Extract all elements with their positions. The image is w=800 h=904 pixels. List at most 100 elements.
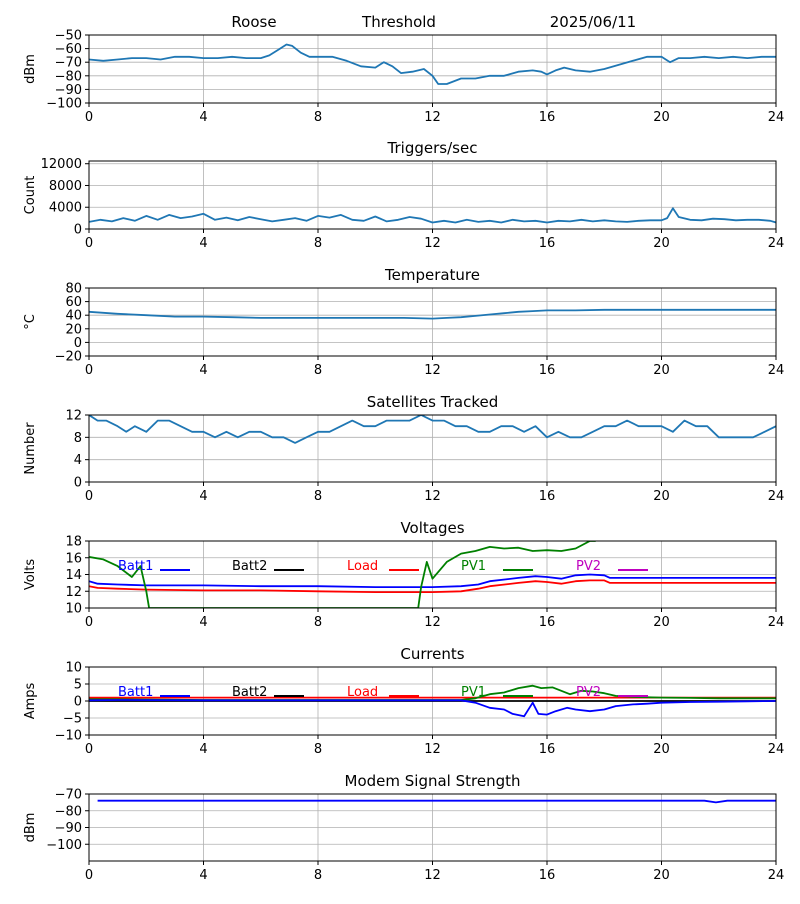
legend-label-batt2: Batt2: [232, 685, 267, 700]
x-tick-label: 4: [199, 742, 207, 757]
header-mode: Threshold: [361, 13, 436, 31]
x-tick-label: 20: [653, 615, 670, 630]
y-tick-label: 5: [74, 678, 82, 693]
x-tick-label: 20: [653, 110, 670, 125]
y-tick-label: −100: [46, 97, 82, 112]
legend-label-load: Load: [347, 559, 378, 574]
x-tick-label: 12: [424, 489, 441, 504]
x-tick-label: 12: [424, 615, 441, 630]
x-tick-label: 12: [424, 868, 441, 883]
x-tick-label: 8: [314, 615, 322, 630]
x-tick-label: 24: [768, 868, 785, 883]
header-date: 2025/06/11: [550, 13, 636, 31]
y-tick-label: 16: [65, 551, 82, 566]
series-line-pv1: [89, 541, 596, 608]
y-tick-label: 8: [74, 431, 82, 446]
y-tick-label: 0: [74, 336, 82, 351]
y-axis-label: °C: [23, 314, 38, 330]
y-axis-label: Number: [23, 422, 38, 475]
y-axis-label: Amps: [23, 682, 38, 719]
x-tick-label: 24: [768, 489, 785, 504]
legend-label-pv2: PV2: [576, 559, 601, 574]
x-tick-label: 20: [653, 489, 670, 504]
x-tick-label: 24: [768, 110, 785, 125]
y-tick-label: 10: [65, 602, 82, 617]
panel-triggers: 0 4 8 12 16 20 24 0 4000 8000 12000 Triggers/sec Cou…: [23, 139, 784, 251]
panel-title: Satellites Tracked: [367, 393, 498, 411]
header-station: Roose: [231, 13, 276, 31]
y-tick-label: −80: [55, 804, 82, 819]
x-tick-label: 24: [768, 363, 785, 378]
series-line-load: [89, 579, 776, 593]
y-tick-label: −80: [55, 69, 82, 84]
x-tick-label: 16: [539, 489, 556, 504]
y-axis-label: dBm: [23, 813, 38, 843]
y-tick-label: −70: [55, 56, 82, 71]
legend-label-pv2: PV2: [576, 685, 601, 700]
series-line: [89, 308, 776, 320]
x-tick-label: 24: [768, 615, 785, 630]
x-tick-label: 0: [85, 236, 93, 251]
x-tick-label: 4: [199, 489, 207, 504]
legend-label-batt1: Batt1: [118, 559, 153, 574]
series-line: [89, 207, 776, 224]
y-axis-label: Volts: [23, 559, 38, 591]
y-tick-label: 60: [65, 295, 82, 310]
panel-title: Currents: [400, 645, 464, 663]
x-tick-label: 16: [539, 615, 556, 630]
y-tick-label: −50: [55, 29, 82, 44]
x-tick-label: 12: [424, 363, 441, 378]
panel-title: Voltages: [400, 519, 464, 537]
y-tick-label: 14: [65, 568, 82, 583]
x-tick-label: 12: [424, 742, 441, 757]
y-tick-label: 0: [74, 476, 82, 491]
panel-modem: 0 4 8 12 16 20 24 −100 −90 −80−70 Modem Signal Str…: [23, 772, 784, 883]
series-line: [89, 415, 776, 444]
legend-label-batt2: Batt2: [232, 559, 267, 574]
y-tick-label: −100: [46, 838, 82, 853]
x-tick-label: 8: [314, 742, 322, 757]
y-axis-label: dBm: [23, 54, 38, 84]
y-tick-label: 4000: [49, 201, 82, 216]
x-tick-label: 16: [539, 363, 556, 378]
series-line: [89, 43, 776, 85]
y-tick-label: 40: [65, 309, 82, 324]
x-tick-label: 12: [424, 110, 441, 125]
y-tick-label: −5: [63, 712, 82, 727]
x-tick-label: 4: [199, 236, 207, 251]
y-tick-label: −70: [55, 788, 82, 803]
x-tick-label: 20: [653, 742, 670, 757]
x-tick-label: 8: [314, 868, 322, 883]
x-tick-label: 16: [539, 110, 556, 125]
x-tick-label: 8: [314, 489, 322, 504]
x-tick-label: 16: [539, 742, 556, 757]
x-tick-label: 0: [85, 363, 93, 378]
y-tick-label: 12000: [41, 157, 82, 172]
y-tick-label: 0: [74, 695, 82, 710]
legend-label-batt1: Batt1: [118, 685, 153, 700]
x-tick-label: 4: [199, 363, 207, 378]
y-tick-label: 0: [74, 223, 82, 238]
y-tick-label: 4: [74, 453, 82, 468]
x-tick-label: 0: [85, 742, 93, 757]
y-tick-label: −60: [55, 42, 82, 57]
panel-title: Triggers/sec: [387, 139, 478, 157]
x-tick-label: 8: [314, 236, 322, 251]
y-tick-label: 18: [65, 535, 82, 550]
x-tick-label: 20: [653, 363, 670, 378]
y-tick-label: 12: [65, 409, 82, 424]
y-tick-label: 12: [65, 585, 82, 600]
y-tick-label: −90: [55, 83, 82, 98]
legend-label-load: Load: [347, 685, 378, 700]
x-tick-label: 12: [424, 236, 441, 251]
y-tick-label: −20: [55, 350, 82, 365]
series-line: [97, 799, 776, 804]
y-tick-label: 20: [65, 322, 82, 337]
y-tick-label: 10: [65, 661, 82, 676]
x-tick-label: 0: [85, 615, 93, 630]
x-tick-label: 4: [199, 615, 207, 630]
